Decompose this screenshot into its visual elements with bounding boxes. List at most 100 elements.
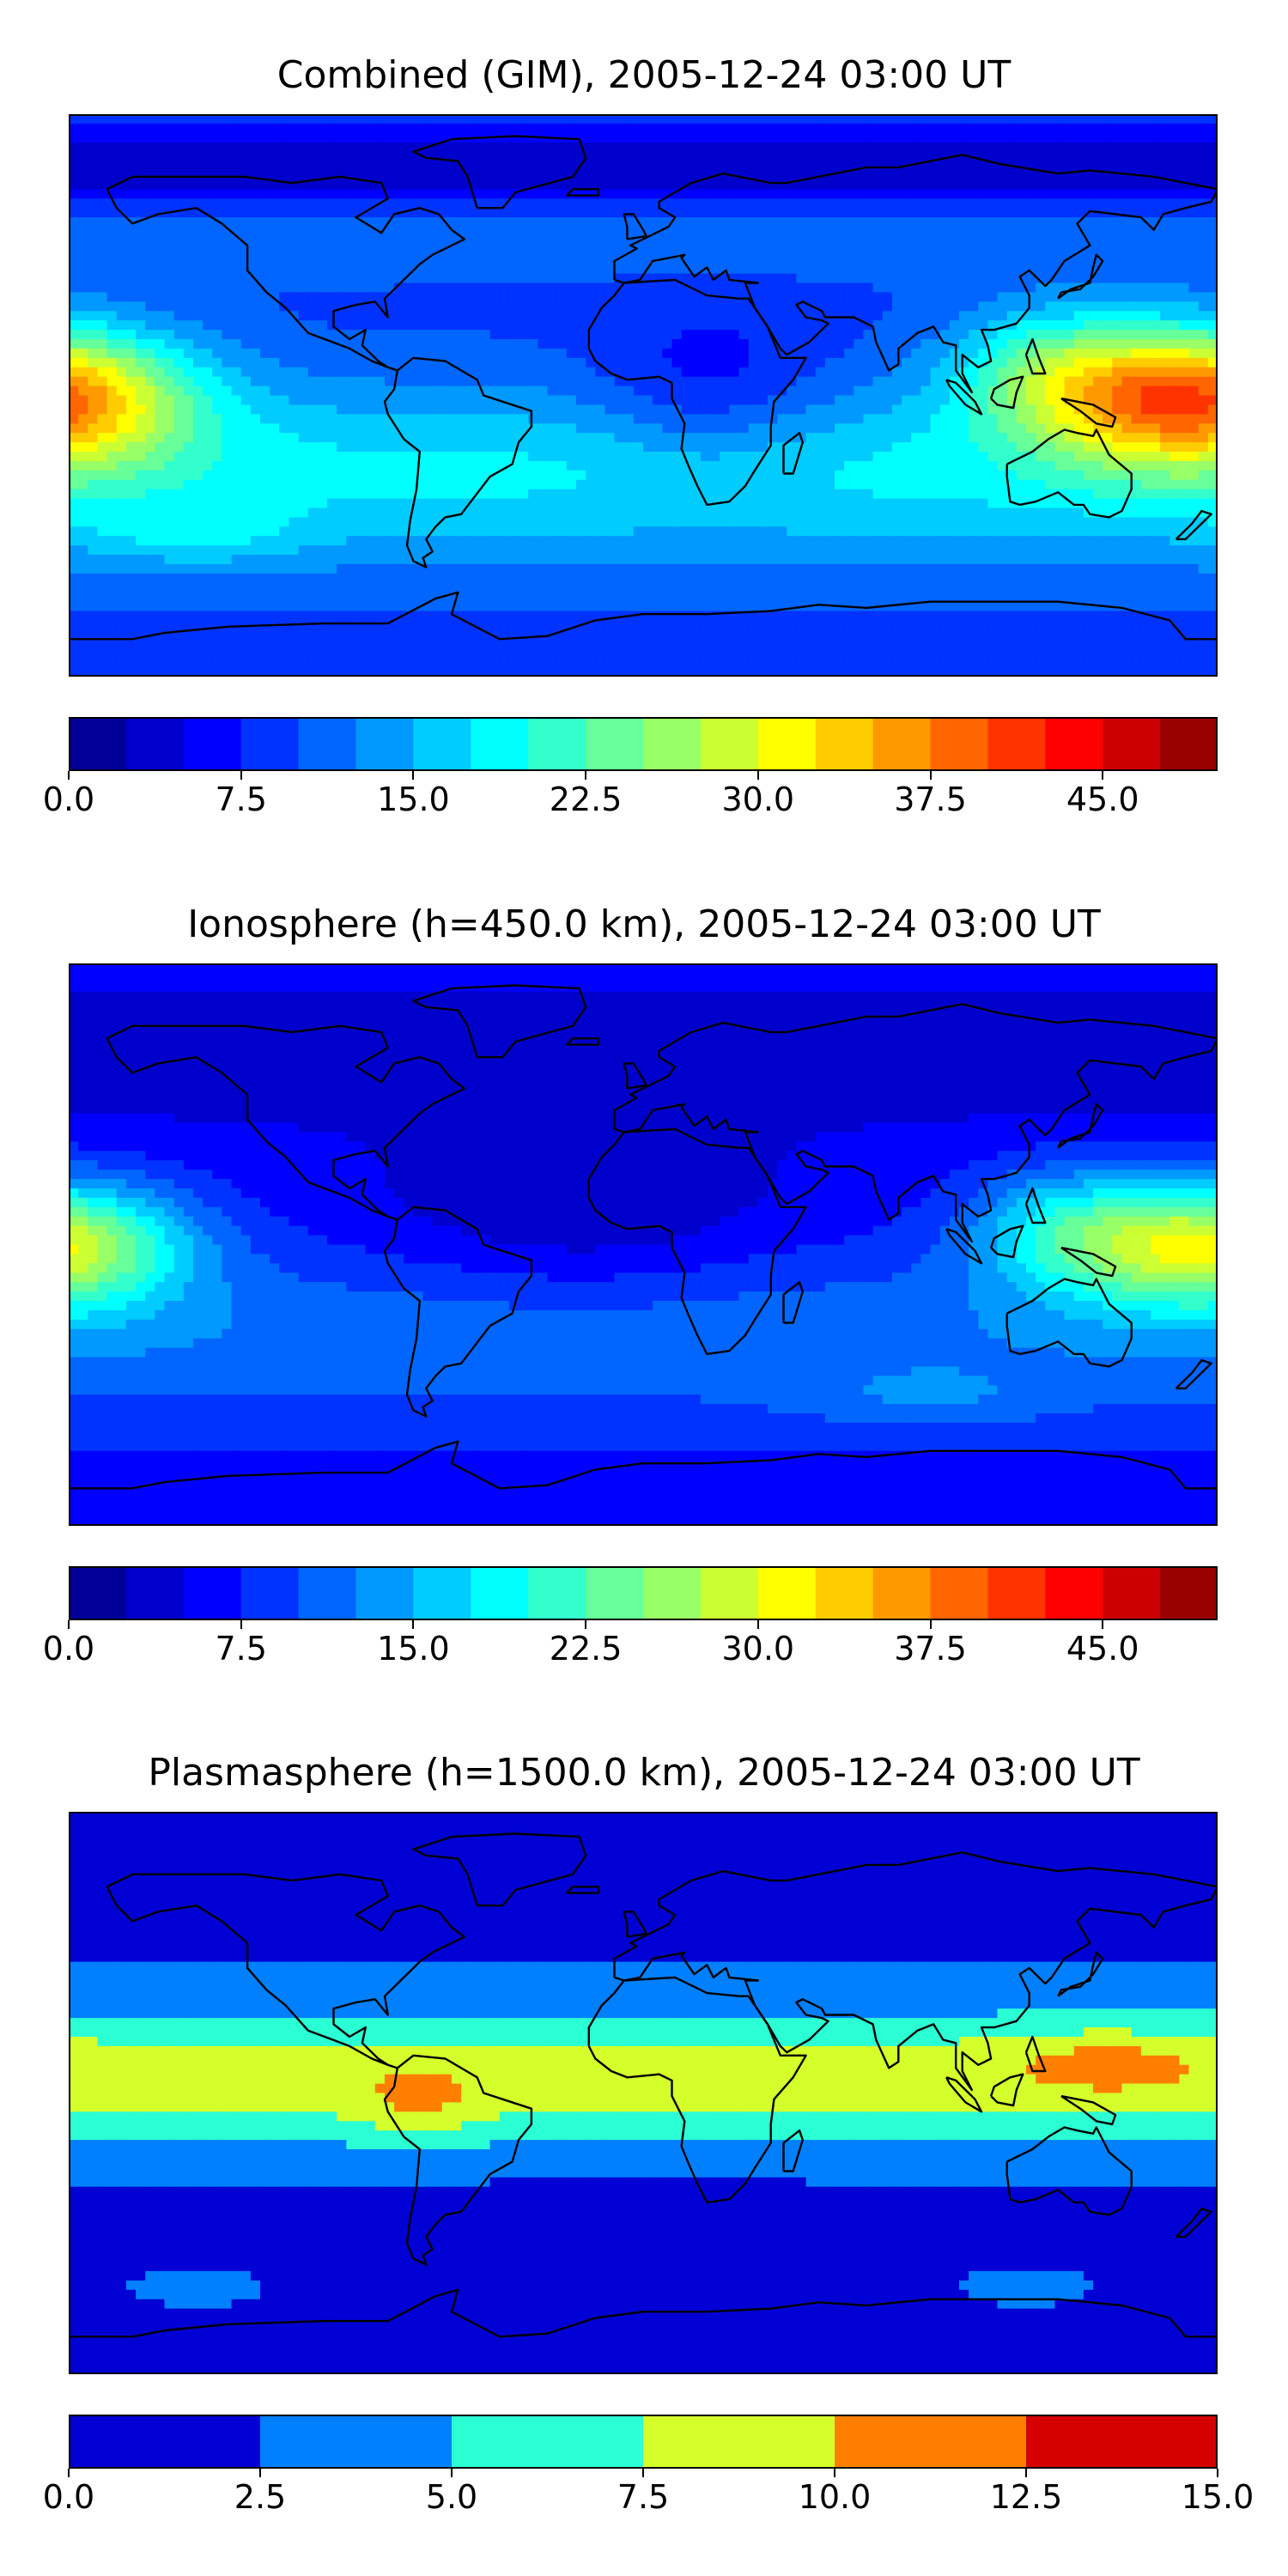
field-cell [863, 357, 874, 368]
field-cell [192, 479, 204, 490]
field-cell [939, 264, 951, 275]
field-cell [969, 198, 979, 209]
field-cell [671, 170, 683, 181]
field-cell [1160, 245, 1170, 256]
field-cell [586, 386, 596, 397]
field-cell [317, 264, 328, 275]
field-cell [452, 498, 462, 509]
field-cell [164, 311, 175, 321]
field-cell [327, 142, 337, 153]
field-cell [767, 132, 778, 143]
field-cell [777, 227, 787, 237]
field-cell [930, 357, 941, 368]
field-cell [949, 142, 960, 153]
field-cell [1064, 301, 1075, 312]
field-cell [97, 245, 108, 256]
field-cell [88, 245, 99, 256]
field-cell [872, 264, 884, 275]
field-cell [891, 301, 902, 312]
field-cell [136, 217, 146, 228]
field-cell [307, 245, 319, 256]
field-cell [872, 348, 884, 359]
field-cell [767, 208, 778, 218]
field-cell [997, 395, 1008, 406]
field-cell [690, 273, 702, 284]
field-cell [729, 179, 740, 190]
field-cell [748, 235, 759, 246]
field-cell [958, 452, 969, 462]
field-cell [164, 395, 175, 406]
field-cell [183, 320, 194, 331]
field-cell [106, 348, 118, 359]
field-cell [729, 414, 740, 424]
field-cell [203, 489, 213, 500]
field-cell [1112, 348, 1123, 359]
field-cell [575, 235, 586, 246]
field-cell [1026, 479, 1036, 490]
field-cell [681, 376, 692, 387]
field-cell [643, 367, 653, 378]
field-cell [805, 245, 817, 256]
field-cell [422, 273, 434, 284]
field-cell [614, 404, 625, 415]
field-cell [528, 470, 538, 481]
field-cell [471, 217, 482, 228]
field-cell [1103, 395, 1113, 406]
field-cell [653, 395, 663, 406]
field-cell [136, 198, 146, 209]
field-cell [404, 460, 414, 471]
field-cell [920, 414, 932, 424]
field-cell [949, 227, 960, 237]
field-cell [1198, 423, 1209, 434]
field-cell [997, 264, 1008, 275]
field-cell [317, 142, 328, 153]
field-cell [212, 423, 222, 434]
field-cell [317, 320, 328, 331]
field-cell [1073, 161, 1084, 172]
field-cell [164, 460, 175, 471]
field-cell [307, 132, 319, 143]
field-cell [1093, 460, 1103, 471]
field-cell [1112, 142, 1123, 153]
field-cell [575, 114, 586, 125]
field-cell [854, 189, 865, 199]
field-cell [422, 283, 434, 294]
field-cell [1121, 423, 1133, 434]
field-cell [777, 217, 787, 228]
field-cell [805, 452, 817, 462]
field-cell [346, 386, 357, 397]
field-cell [1140, 414, 1151, 424]
field-cell [720, 227, 730, 237]
field-cell [787, 460, 797, 471]
field-cell [911, 217, 921, 228]
field-cell [1160, 404, 1170, 415]
field-cell [499, 452, 510, 462]
field-cell [183, 170, 194, 181]
field-cell [891, 245, 902, 256]
field-cell [930, 273, 941, 284]
field-cell [700, 142, 711, 153]
field-cell [1083, 404, 1094, 415]
field-cell [1160, 179, 1170, 190]
field-cell [1093, 452, 1103, 462]
field-cell [710, 348, 720, 359]
field-cell [653, 376, 663, 387]
field-cell [891, 339, 902, 349]
field-cell [327, 217, 337, 228]
field-cell [700, 151, 711, 162]
field-cell [528, 273, 538, 284]
field-cell [69, 179, 79, 190]
field-cell [384, 348, 395, 359]
field-cell [155, 460, 166, 471]
field-cell [872, 479, 884, 490]
field-cell [222, 386, 233, 397]
field-cell [1006, 264, 1018, 275]
field-cell [1179, 198, 1190, 209]
field-cell [1140, 235, 1151, 246]
field-cell [471, 404, 482, 415]
field-cell [1121, 132, 1133, 143]
field-cell [872, 151, 884, 162]
field-cell [1198, 227, 1209, 237]
field-cell [997, 414, 1008, 424]
field-cell [777, 245, 787, 256]
